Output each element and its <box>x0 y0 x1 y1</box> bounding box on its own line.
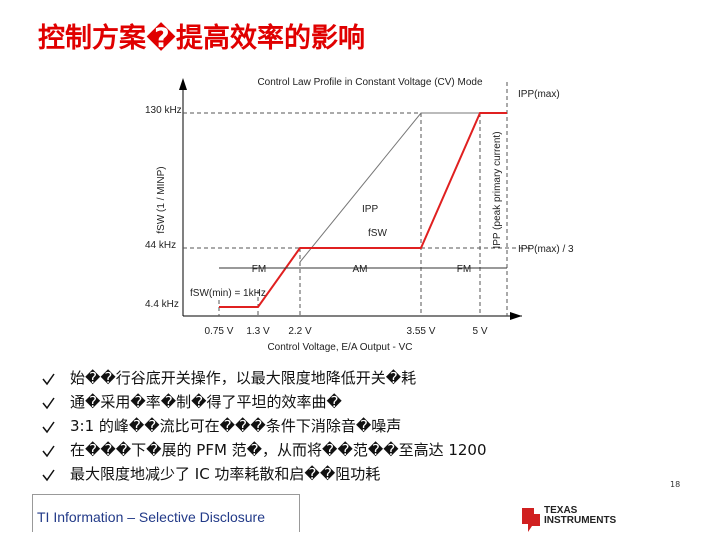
bullet: 始��行谷底开关操作，以最大限度地降低开关�耗 <box>40 366 640 390</box>
logo-icon <box>522 508 540 532</box>
fsw-curve <box>219 112 507 308</box>
region-label: AM <box>353 264 368 275</box>
footer: TI Information – Selective Disclosure <box>32 494 300 532</box>
y-label: 130 kHz <box>145 105 182 116</box>
right-axis-label: IPP (peak primary current) <box>492 131 503 248</box>
right-label: IPP(max) <box>518 89 560 100</box>
y-axis-label: fSW (1 / MINP) <box>156 166 167 233</box>
ipp-curve <box>299 112 507 263</box>
arrow <box>179 78 187 90</box>
figure-title: Control Law Profile in Constant Voltage … <box>257 77 483 88</box>
right-label: IPP(max) / 3 <box>518 244 574 255</box>
guides <box>183 82 530 316</box>
x-label: 5 V <box>472 326 487 337</box>
logo: TEXAS INSTRUMENTS <box>544 505 617 526</box>
x-label: 2.2 V <box>288 326 312 337</box>
bullet: 通�采用�率�制�得了平坦的效率曲� <box>40 390 640 414</box>
page-number: 18 <box>670 480 681 489</box>
bullet: 最大限度地减少了 IC 功率耗散和启��阻功耗 <box>40 462 640 486</box>
bullet-text: 最大限度地减少了 IC 功率耗散和启��阻功耗 <box>70 465 381 483</box>
region-label: FM <box>252 264 266 275</box>
min-label: fSW(min) = 1kHz <box>190 288 266 299</box>
bullet: 3:1 的峰��流比可在���条件下消除音�噪声 <box>40 414 640 438</box>
region-label: FM <box>457 264 471 275</box>
bullet-text: 在���下�展的 PFM 范�，从而将��范��至高达 1200 <box>70 441 487 459</box>
slide-title: 控制方案�提高效率的影响 <box>38 23 366 54</box>
bullet-text: 通�采用�率�制�得了平坦的效率曲� <box>70 393 342 411</box>
curve-label: fSW <box>368 228 387 239</box>
x-label: 3.55 V <box>407 326 436 337</box>
checkmarks <box>42 373 55 482</box>
y-label: 44 kHz <box>145 240 176 251</box>
curve-label: IPP <box>362 204 378 215</box>
x-axis-label: Control Voltage, E/A Output - VC <box>267 342 412 353</box>
y-label: 4.4 kHz <box>145 299 179 310</box>
bullet-text: 3:1 的峰��流比可在���条件下消除音�噪声 <box>70 417 402 435</box>
x-label: 0.75 V <box>205 326 234 337</box>
bullet-text: 始��行谷底开关操作，以最大限度地降低开关�耗 <box>70 369 417 387</box>
arrow <box>510 312 522 320</box>
bullet: 在���下�展的 PFM 范�，从而将��范��至高达 1200 <box>40 438 640 462</box>
x-label: 1.3 V <box>246 326 270 337</box>
